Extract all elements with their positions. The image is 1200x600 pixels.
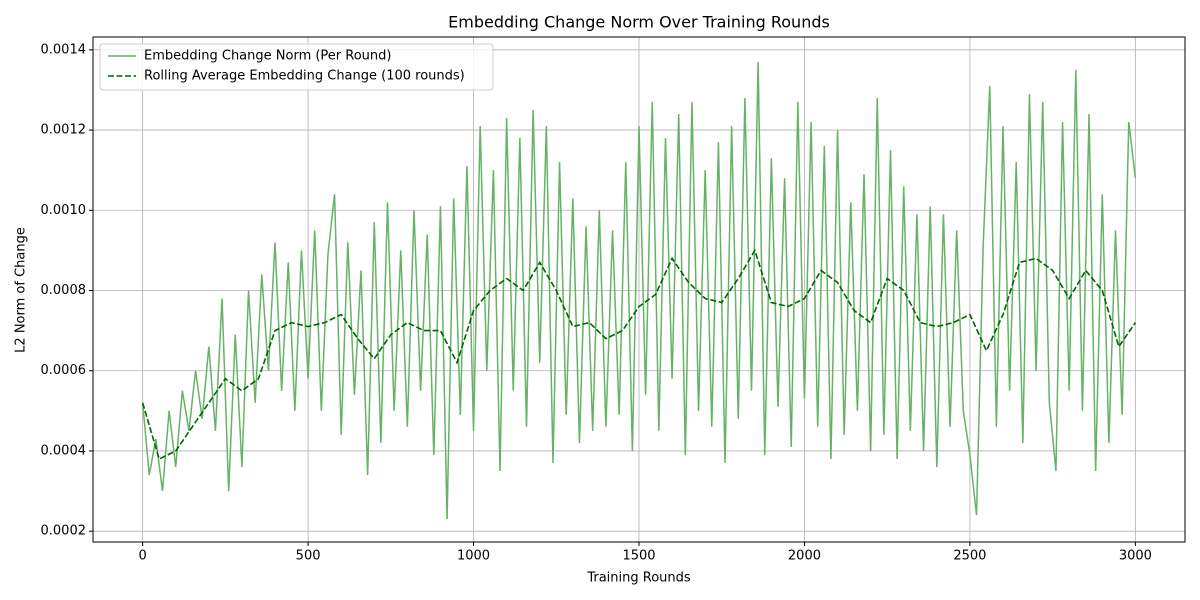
legend-label: Embedding Change Norm (Per Round) bbox=[144, 49, 392, 64]
y-tick-label: 0.0008 bbox=[41, 283, 87, 298]
x-axis-label: Training Rounds bbox=[586, 571, 691, 586]
y-tick-label: 0.0006 bbox=[41, 363, 87, 378]
y-axis-label: L2 Norm of Change bbox=[14, 227, 29, 353]
x-tick-label: 1500 bbox=[622, 549, 655, 564]
data-line bbox=[141, 248, 1137, 461]
y-tick-label: 0.0002 bbox=[41, 524, 87, 539]
y-tick-label: 0.0004 bbox=[41, 443, 87, 458]
x-tick-label: 0 bbox=[138, 549, 146, 564]
legend-box bbox=[99, 43, 494, 91]
legend-label: Rolling Average Embedding Change (100 ro… bbox=[144, 69, 465, 84]
x-tick-label: 1000 bbox=[457, 549, 490, 564]
plot-frame bbox=[92, 36, 1186, 543]
y-tick-label: 0.0012 bbox=[41, 123, 87, 138]
x-tick-label: 3000 bbox=[1119, 549, 1152, 564]
legend: Embedding Change Norm (Per Round) Rolling… bbox=[99, 43, 494, 91]
data-line bbox=[141, 61, 1137, 520]
chart-title: Embedding Change Norm Over Training Roun… bbox=[448, 13, 830, 32]
x-tick-label: 500 bbox=[296, 549, 321, 564]
y-tick-label: 0.0014 bbox=[41, 42, 87, 57]
x-tick-label: 2000 bbox=[788, 549, 821, 564]
y-tick-label: 0.0010 bbox=[41, 203, 87, 218]
x-tick-label: 2500 bbox=[953, 549, 986, 564]
